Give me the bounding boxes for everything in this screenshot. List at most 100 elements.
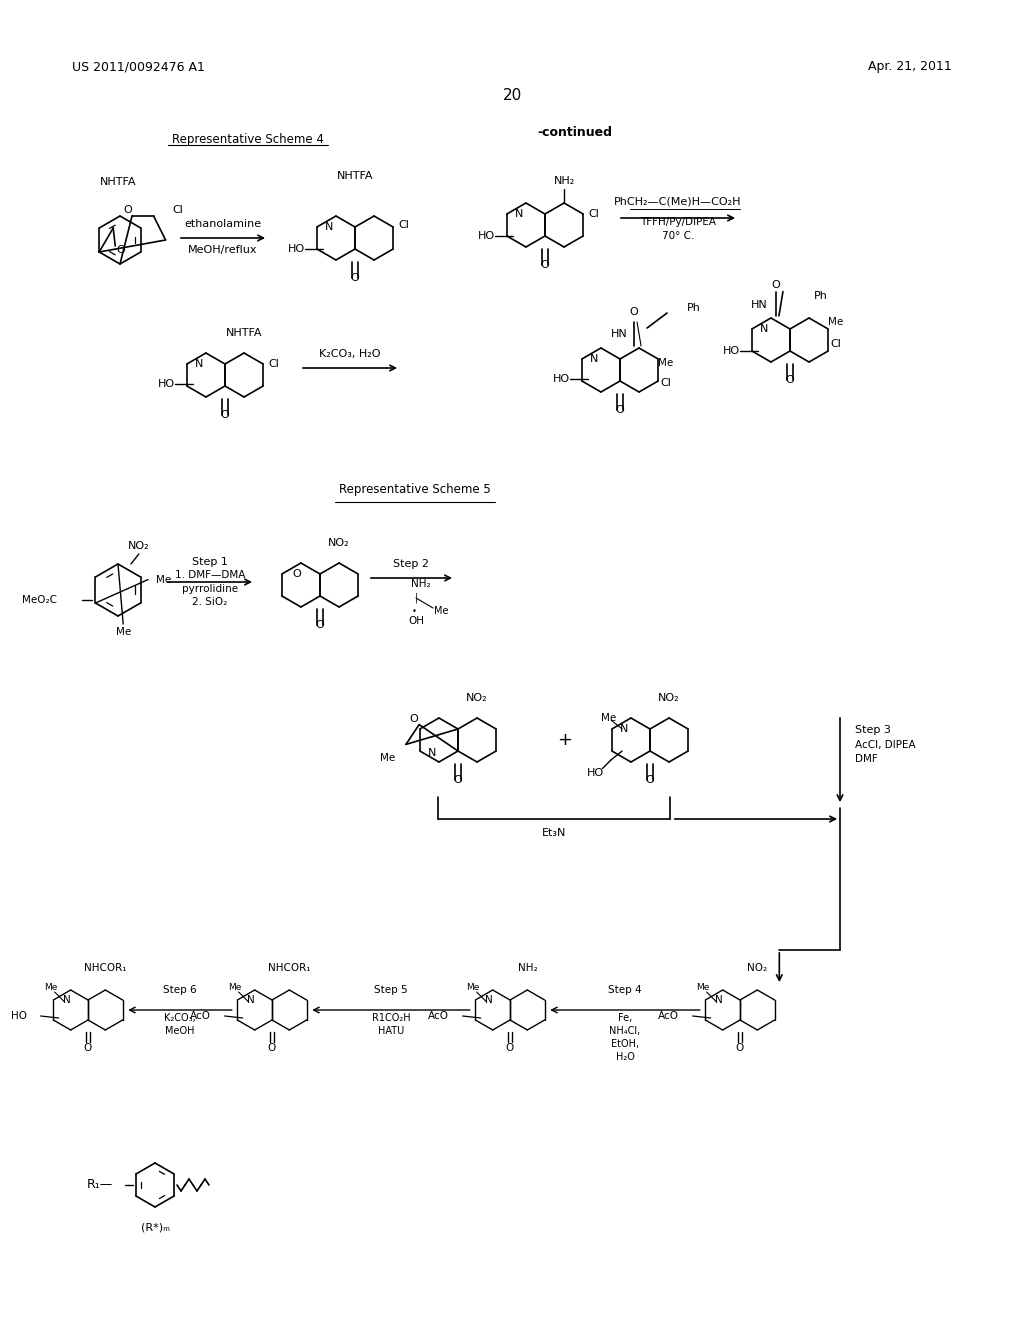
- Text: HO: HO: [478, 231, 495, 242]
- Text: Fe,: Fe,: [617, 1012, 632, 1023]
- Text: Et₃N: Et₃N: [542, 828, 566, 838]
- Text: O: O: [124, 205, 132, 215]
- Text: Apr. 21, 2011: Apr. 21, 2011: [868, 59, 952, 73]
- Text: EtOH,: EtOH,: [611, 1039, 639, 1049]
- Text: Me: Me: [228, 983, 242, 993]
- Text: N: N: [247, 995, 255, 1005]
- Text: Step 2: Step 2: [393, 558, 429, 569]
- Text: Me: Me: [434, 606, 449, 616]
- Text: HO: HO: [288, 244, 305, 253]
- Text: O: O: [350, 273, 359, 282]
- Text: •: •: [412, 606, 417, 615]
- Text: O: O: [117, 246, 126, 255]
- Text: Cl: Cl: [660, 379, 672, 388]
- Text: Step 5: Step 5: [374, 985, 408, 995]
- Text: O: O: [736, 1043, 744, 1053]
- Text: NH₂: NH₂: [553, 176, 574, 186]
- Text: O: O: [771, 280, 780, 290]
- Text: Me: Me: [380, 754, 395, 763]
- Text: Step 1: Step 1: [193, 557, 228, 568]
- Text: HO: HO: [10, 1011, 27, 1020]
- Text: N: N: [515, 209, 523, 219]
- Text: HO: HO: [553, 374, 570, 384]
- Text: N: N: [428, 748, 436, 758]
- Text: HO: HO: [158, 379, 175, 389]
- Text: NH₂: NH₂: [412, 579, 431, 589]
- Text: O: O: [292, 569, 301, 579]
- Text: OH: OH: [408, 616, 424, 626]
- Text: MeO₂C: MeO₂C: [22, 595, 57, 606]
- Text: Step 3: Step 3: [855, 725, 891, 735]
- Text: HO: HO: [723, 346, 740, 356]
- Text: K₂CO₃,: K₂CO₃,: [164, 1012, 196, 1023]
- Text: O: O: [541, 260, 549, 269]
- Text: AcO: AcO: [189, 1011, 211, 1020]
- Text: Cl: Cl: [398, 220, 410, 230]
- Text: R1CO₂H: R1CO₂H: [372, 1012, 411, 1023]
- Text: DMF: DMF: [855, 754, 878, 764]
- Text: MeOH: MeOH: [165, 1026, 195, 1036]
- Text: MeOH/reflux: MeOH/reflux: [188, 246, 258, 255]
- Text: AcO: AcO: [428, 1011, 449, 1020]
- Text: O: O: [410, 714, 419, 723]
- Text: N: N: [196, 359, 204, 370]
- Text: N: N: [715, 995, 723, 1005]
- Text: +: +: [557, 731, 572, 748]
- Text: HN: HN: [751, 300, 767, 310]
- Text: Me: Me: [658, 359, 674, 368]
- Text: NO₂: NO₂: [128, 541, 150, 550]
- Text: K₂CO₃, H₂O: K₂CO₃, H₂O: [319, 348, 381, 359]
- Text: PhCH₂—C(Me)H—CO₂H: PhCH₂—C(Me)H—CO₂H: [614, 197, 741, 207]
- Text: Ph: Ph: [814, 290, 827, 301]
- Text: O: O: [785, 375, 795, 384]
- Text: NH₂: NH₂: [517, 964, 538, 973]
- Text: O: O: [268, 1043, 276, 1053]
- Text: Cl: Cl: [173, 205, 183, 215]
- Text: Me: Me: [44, 983, 57, 993]
- Text: NHTFA: NHTFA: [226, 327, 262, 338]
- Text: NH₄Cl,: NH₄Cl,: [609, 1026, 641, 1036]
- Text: HATU: HATU: [378, 1026, 404, 1036]
- Text: NHCOR₁: NHCOR₁: [268, 964, 310, 973]
- Text: Me: Me: [116, 627, 131, 638]
- Text: Me: Me: [696, 983, 710, 993]
- Text: NHTFA: NHTFA: [337, 172, 374, 181]
- Text: N: N: [621, 723, 629, 734]
- Text: Me: Me: [466, 983, 479, 993]
- Text: Me: Me: [601, 713, 616, 723]
- Text: H₂O: H₂O: [615, 1052, 635, 1063]
- Text: Step 4: Step 4: [608, 985, 642, 995]
- Text: N: N: [62, 995, 71, 1005]
- Text: (R*)ₘ: (R*)ₘ: [140, 1222, 170, 1232]
- Text: R₁—: R₁—: [87, 1179, 113, 1192]
- Text: O: O: [84, 1043, 92, 1053]
- Text: N: N: [484, 995, 493, 1005]
- Text: Cl: Cl: [268, 359, 280, 370]
- Text: pyrrolidine: pyrrolidine: [182, 583, 238, 594]
- Text: HN: HN: [610, 329, 628, 339]
- Text: Me: Me: [828, 317, 844, 327]
- Text: Cl: Cl: [830, 339, 842, 350]
- Text: AcO: AcO: [657, 1011, 679, 1020]
- Text: O: O: [630, 308, 638, 317]
- Text: N: N: [760, 323, 769, 334]
- Text: AcCl, DIPEA: AcCl, DIPEA: [855, 741, 915, 750]
- Text: O: O: [220, 409, 229, 420]
- Text: ethanolamine: ethanolamine: [184, 219, 261, 228]
- Text: 1. DMF—DMA: 1. DMF—DMA: [175, 570, 245, 579]
- Text: O: O: [645, 775, 654, 784]
- Text: NO₂: NO₂: [658, 693, 680, 704]
- Text: HO: HO: [587, 768, 604, 777]
- Text: NO₂: NO₂: [329, 539, 350, 548]
- Text: 2. SiO₂: 2. SiO₂: [193, 597, 227, 607]
- Text: N: N: [590, 354, 599, 364]
- Text: |: |: [415, 593, 418, 603]
- Text: US 2011/0092476 A1: US 2011/0092476 A1: [72, 59, 205, 73]
- Text: N: N: [326, 222, 334, 232]
- Text: NHCOR₁: NHCOR₁: [84, 964, 127, 973]
- Text: 70° C.: 70° C.: [662, 231, 694, 242]
- Text: NO₂: NO₂: [748, 964, 767, 973]
- Text: -continued: -continued: [538, 127, 612, 140]
- Text: 20: 20: [503, 88, 521, 103]
- Text: Representative Scheme 5: Representative Scheme 5: [339, 483, 490, 496]
